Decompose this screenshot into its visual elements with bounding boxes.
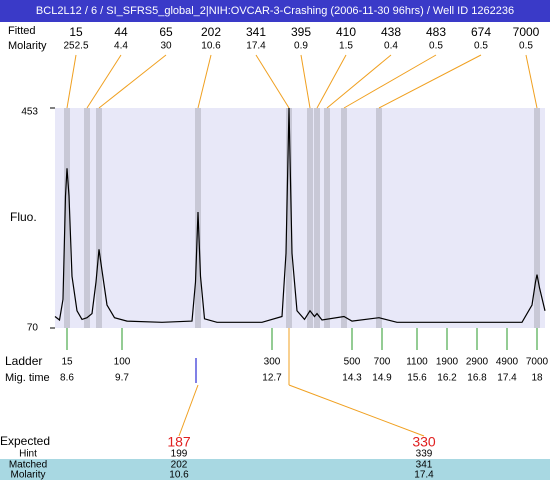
peak-molarity-label: Molarity [8, 40, 47, 52]
ladder-time: 15.6 [407, 373, 427, 384]
peak-size: 7000 [513, 25, 540, 39]
peak-molarity: 30 [160, 41, 172, 52]
peak-size-label: Fitted [8, 25, 36, 37]
ladder-size: 500 [344, 357, 361, 368]
peak-molarity: 17.4 [246, 41, 266, 52]
y-axis-label: Fluo. [10, 210, 37, 224]
peak-size: 202 [201, 25, 221, 39]
matched-label: Matched [9, 460, 47, 471]
peak-connector [300, 54, 311, 109]
peak-size: 410 [336, 25, 356, 39]
peak-size: 65 [159, 25, 173, 39]
peak-band [376, 108, 382, 328]
peak-band [341, 108, 347, 328]
peak-size: 438 [381, 25, 401, 39]
peak-size: 395 [291, 25, 311, 39]
match-connector [178, 384, 199, 437]
expected-label: Expected [0, 434, 50, 448]
molarity-row-bg [0, 470, 550, 480]
ladder-time: 14.9 [372, 373, 392, 384]
peak-size: 341 [246, 25, 266, 39]
peak-band [307, 108, 313, 328]
chart-title: BCL2L12 / 6 / SI_SFRS5_global_2|NIH:OVCA… [36, 5, 514, 17]
peak-connector [378, 54, 482, 109]
mig-time-label: Mig. time [5, 372, 50, 384]
ladder-size: 700 [374, 357, 391, 368]
peak-connector [86, 54, 122, 109]
ladder-time: 16.2 [437, 373, 457, 384]
peak-band [534, 108, 540, 328]
ladder-size: 2900 [466, 357, 489, 368]
peak-molarity: 10.6 [201, 41, 221, 52]
peak-molarity: 4.4 [114, 41, 128, 52]
peak-molarity: 0.5 [519, 41, 533, 52]
ladder-time: 18 [531, 373, 543, 384]
peak-connector [316, 54, 347, 109]
peak-connector [98, 54, 167, 109]
peak-connector [343, 54, 437, 109]
hint-value: 199 [171, 449, 188, 460]
ladder-time: 9.7 [115, 373, 129, 384]
hint-label: Hint [19, 449, 37, 460]
peak-molarity: 252.5 [63, 41, 88, 52]
peak-band [84, 108, 90, 328]
peak-molarity: 0.4 [384, 41, 398, 52]
peak-connector [255, 54, 290, 109]
ladder-size: 1900 [436, 357, 459, 368]
peak-band [314, 108, 320, 328]
ladder-time: 8.6 [60, 373, 74, 384]
molarity-label: Molarity [10, 470, 45, 480]
ladder-size: 300 [264, 357, 281, 368]
peak-size: 44 [114, 25, 128, 39]
peak-molarity: 0.5 [429, 41, 443, 52]
peak-band [324, 108, 330, 328]
peak-connector [525, 54, 538, 109]
ladder-size: 1100 [406, 357, 428, 368]
ladder-size: 7000 [526, 357, 549, 368]
peak-connector [66, 54, 77, 109]
ladder-size: 15 [61, 357, 73, 368]
y-tick-label: 70 [27, 323, 39, 334]
plot-area [55, 108, 545, 328]
peak-band [64, 108, 70, 328]
trace-line [54, 107, 546, 323]
matched-row-bg [0, 459, 550, 470]
match-connector [288, 384, 425, 437]
peak-connector [197, 54, 212, 109]
title-bar [0, 0, 550, 22]
peak-band [96, 108, 102, 328]
peak-molarity: 0.9 [294, 41, 308, 52]
molarity-value: 10.6 [169, 470, 189, 480]
peak-size: 15 [69, 25, 83, 39]
ladder-size: 100 [114, 357, 131, 368]
molarity-value: 17.4 [414, 470, 434, 480]
expected-value: 330 [412, 434, 436, 450]
ladder-time: 17.4 [497, 373, 517, 384]
peak-molarity: 1.5 [339, 41, 353, 52]
ladder-label: Ladder [5, 354, 42, 368]
peak-molarity: 0.5 [474, 41, 488, 52]
y-tick-label: 453 [21, 107, 38, 118]
peak-size: 674 [471, 25, 491, 39]
peak-connector [326, 54, 392, 109]
ladder-size: 4900 [496, 357, 519, 368]
hint-value: 339 [416, 449, 433, 460]
matched-value: 202 [171, 460, 188, 471]
ladder-time: 16.8 [467, 373, 487, 384]
ladder-time: 14.3 [342, 373, 362, 384]
matched-value: 341 [416, 460, 433, 471]
ladder-time: 12.7 [262, 373, 282, 384]
peak-band [286, 108, 292, 328]
peak-size: 483 [426, 25, 446, 39]
expected-value: 187 [167, 434, 191, 450]
